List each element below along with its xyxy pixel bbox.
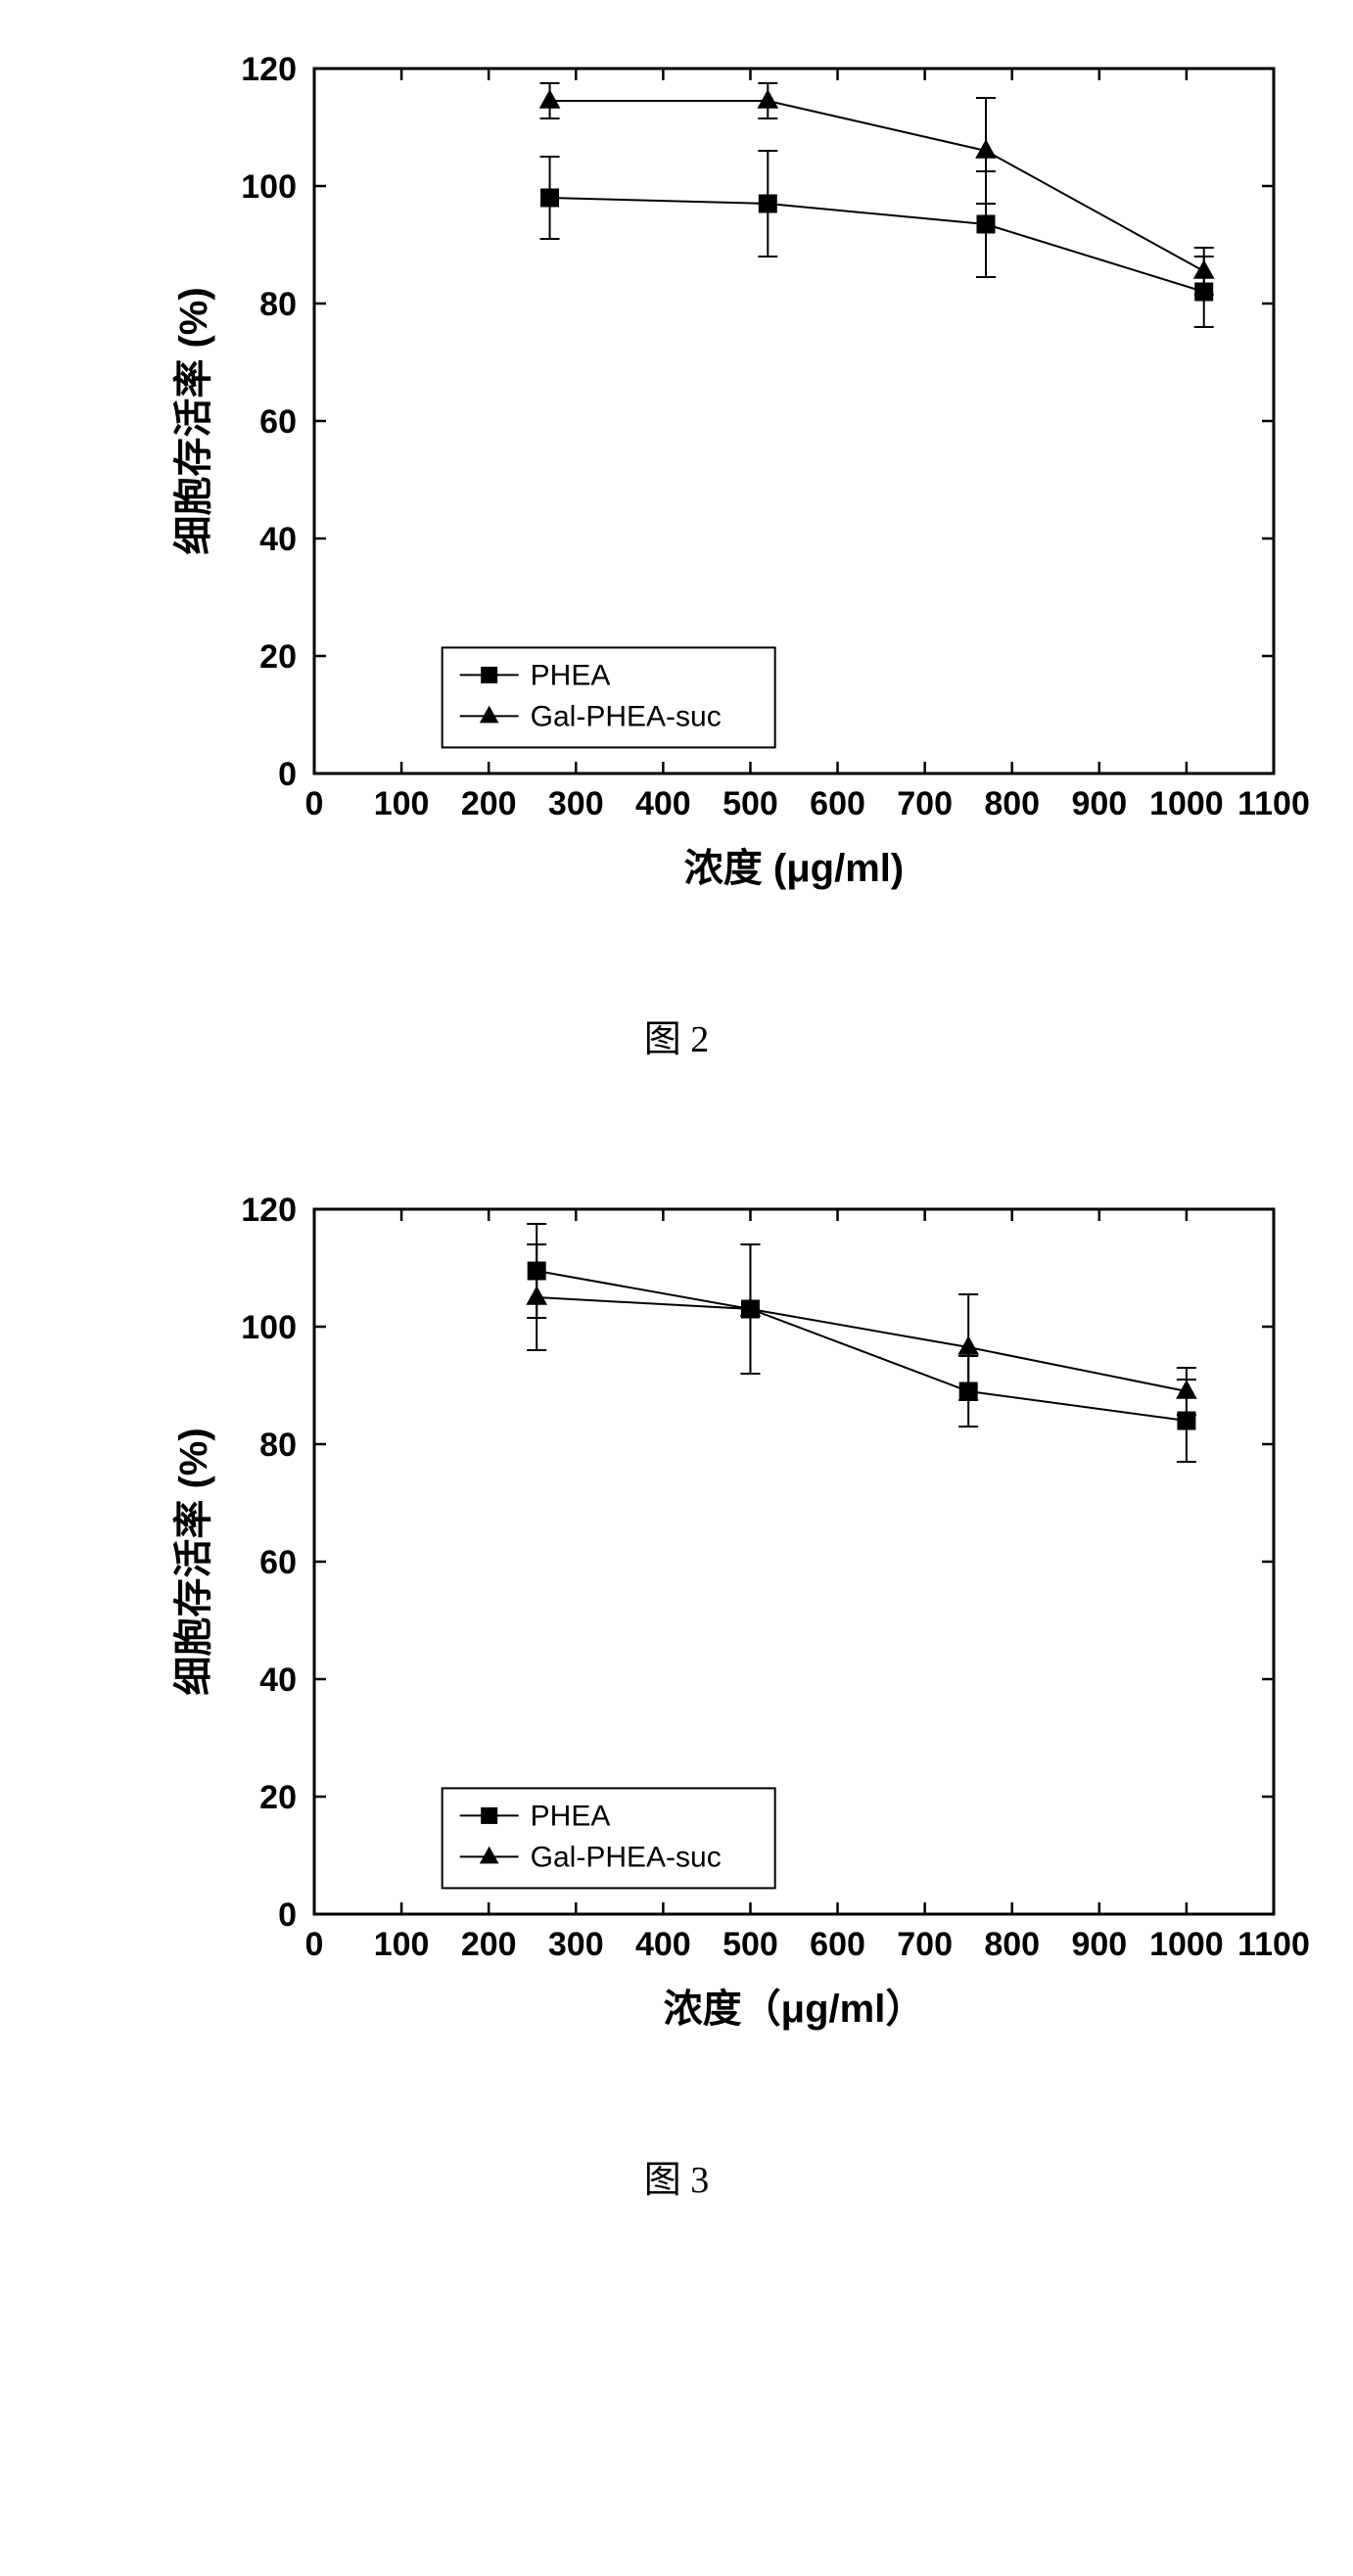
svg-text:400: 400	[635, 785, 691, 822]
svg-text:浓度（μg/ml）: 浓度（μg/ml）	[664, 1988, 925, 2031]
svg-text:1000: 1000	[1149, 1926, 1224, 1963]
svg-text:细胞存活率 (%): 细胞存活率 (%)	[172, 1428, 215, 1695]
svg-text:600: 600	[810, 785, 865, 822]
svg-text:PHEA: PHEA	[531, 1800, 611, 1832]
figure-2-chart: 0 100 200 300 400 500 600 700 800 900 1000 1100 0 20 4…	[138, 39, 1313, 940]
svg-text:120: 120	[241, 51, 297, 88]
svg-text:20: 20	[259, 1779, 297, 1816]
svg-text:200: 200	[461, 1926, 517, 1963]
svg-text:900: 900	[1071, 1926, 1127, 1963]
svg-text:60: 60	[259, 403, 297, 441]
svg-text:0: 0	[278, 756, 297, 793]
svg-text:100: 100	[241, 168, 297, 206]
svg-text:80: 80	[259, 1427, 297, 1464]
svg-text:120: 120	[241, 1192, 297, 1229]
figure-3-container: 0100200300400500600700800900100011000204…	[138, 1180, 1215, 2081]
page: 0100200300400500600700800900100011000204…	[0, 0, 1353, 2379]
figure-3-chart: 0 100 200 300 400 500 600 700 800 900 1000 1100 0 20 4…	[138, 1180, 1313, 2081]
svg-text:700: 700	[897, 785, 953, 822]
svg-text:Gal-PHEA-suc: Gal-PHEA-suc	[531, 1841, 722, 1873]
svg-text:细胞存活率 (%): 细胞存活率 (%)	[172, 287, 215, 554]
svg-text:500: 500	[723, 1926, 778, 1963]
svg-text:浓度 (μg/ml): 浓度 (μg/ml)	[684, 847, 904, 890]
svg-text:1100: 1100	[1237, 785, 1310, 822]
svg-text:100: 100	[374, 1926, 430, 1963]
svg-text:PHEA: PHEA	[531, 659, 611, 691]
svg-text:20: 20	[259, 638, 297, 676]
svg-text:600: 600	[810, 1926, 865, 1963]
svg-text:0: 0	[305, 1926, 324, 1963]
svg-text:80: 80	[259, 286, 297, 323]
figure-2-container: 0100200300400500600700800900100011000204…	[138, 39, 1215, 940]
svg-text:500: 500	[723, 785, 778, 822]
svg-text:800: 800	[984, 785, 1040, 822]
svg-text:300: 300	[548, 785, 604, 822]
svg-text:400: 400	[635, 1926, 691, 1963]
svg-text:60: 60	[259, 1544, 297, 1581]
svg-text:40: 40	[259, 1662, 297, 1699]
svg-text:0: 0	[305, 785, 324, 822]
svg-text:1000: 1000	[1149, 785, 1224, 822]
svg-text:200: 200	[461, 785, 517, 822]
svg-text:40: 40	[259, 521, 297, 558]
svg-text:700: 700	[897, 1926, 953, 1963]
figure-2-caption: 图 2	[644, 1008, 710, 1062]
figure-3-caption: 图 3	[644, 2149, 710, 2203]
svg-text:0: 0	[278, 1897, 297, 1934]
svg-text:100: 100	[374, 785, 430, 822]
svg-text:300: 300	[548, 1926, 604, 1963]
svg-text:800: 800	[984, 1926, 1040, 1963]
svg-text:900: 900	[1071, 785, 1127, 822]
svg-text:Gal-PHEA-suc: Gal-PHEA-suc	[531, 700, 722, 732]
svg-text:100: 100	[241, 1309, 297, 1346]
svg-text:1100: 1100	[1237, 1926, 1310, 1963]
